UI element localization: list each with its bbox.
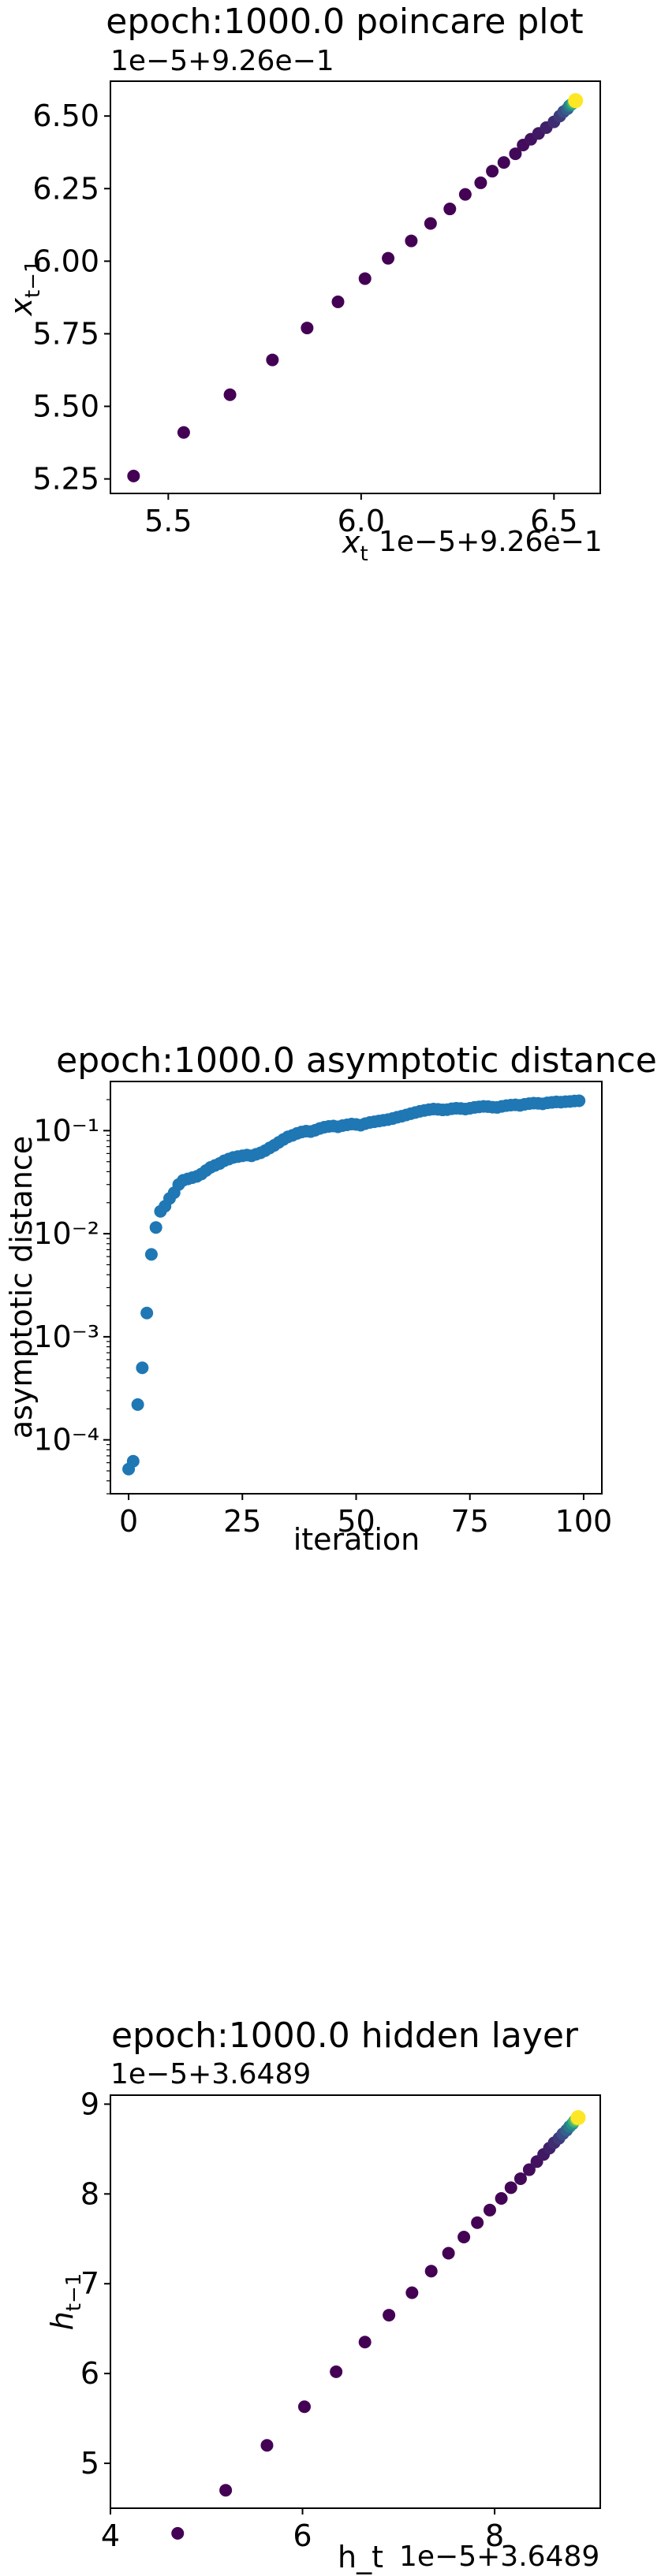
chart1-plot-area <box>110 80 601 494</box>
y-tick-label: 9 <box>80 2086 99 2121</box>
asymptotic-chart: epoch:1000.0 asymptotic distance 10⁻⁴10⁻… <box>4 1040 657 1557</box>
chart3-points <box>171 2109 586 2540</box>
chart1-points <box>127 93 584 482</box>
y-tick-label: 10⁻³ <box>33 1320 99 1354</box>
chart3-xlabel: h_t <box>338 2540 383 2574</box>
chart2-plot-area <box>110 1081 603 1495</box>
data-point <box>442 2247 455 2260</box>
chart1-x-axis: 5.5 6.0 6.5 <box>144 493 578 538</box>
data-point <box>266 353 279 367</box>
y-tick-label: 5.25 <box>32 462 99 497</box>
data-point <box>471 2216 484 2229</box>
data-point <box>513 2172 527 2185</box>
data-point <box>131 1398 144 1411</box>
data-point <box>219 2484 233 2497</box>
data-point <box>424 2265 438 2278</box>
data-point <box>424 217 437 230</box>
chart3-plot-area <box>110 2094 601 2509</box>
data-point <box>149 1221 162 1234</box>
y-tick-label: 6 <box>80 2356 99 2391</box>
chart3-y-offset: 1e−5+3.6489 <box>110 2058 311 2090</box>
data-point <box>382 251 395 265</box>
chart1-ylabel: xt−1 <box>4 259 45 316</box>
y-tick-label: 5 <box>80 2446 99 2481</box>
chart2-y-axis: 10⁻⁴ 10⁻³ 10⁻² 10⁻¹ <box>33 1099 110 1495</box>
data-point <box>383 2309 396 2322</box>
chart1-y-axis: 5.25 5.50 5.75 6.00 6.25 6.50 <box>32 99 110 497</box>
data-point <box>144 1248 158 1261</box>
data-point <box>330 2365 343 2378</box>
y-tick-label: 6.25 <box>32 171 99 206</box>
data-point <box>140 1306 154 1320</box>
chart3-y-axis: 5 6 7 8 9 <box>80 2086 110 2481</box>
chart2-points <box>122 1094 586 1476</box>
poincare-chart: epoch:1000.0 poincare plot 1e−5+9.26e−1 … <box>4 2 603 566</box>
data-point <box>126 1454 140 1468</box>
data-point <box>301 322 314 335</box>
y-tick-label: 8 <box>80 2176 99 2211</box>
hidden-layer-chart: epoch:1000.0 hidden layer 1e−5+3.6489 5 6… <box>45 2016 601 2574</box>
chart3-ylabel: ht−1 <box>45 2273 86 2331</box>
x-tick-label: 5.5 <box>144 504 192 538</box>
data-point <box>504 2181 517 2194</box>
y-tick-label: 6.50 <box>32 99 99 133</box>
data-point <box>568 93 584 109</box>
data-point <box>405 2286 419 2299</box>
data-point <box>522 2163 536 2176</box>
x-tick-label: 25 <box>223 1504 261 1539</box>
data-point <box>474 176 487 189</box>
data-point <box>443 203 457 216</box>
x-tick-label: 4 <box>101 2518 120 2553</box>
data-point <box>405 234 418 248</box>
chart3-x-axis: 4 6 8 <box>101 2508 504 2553</box>
y-tick-label: 10⁻⁴ <box>33 1423 99 1457</box>
chart1-xlabel: xt <box>342 525 368 566</box>
data-point <box>358 2336 372 2349</box>
x-tick-label: 6.5 <box>530 504 577 538</box>
chart1-y-offset: 1e−5+9.26e−1 <box>110 45 334 77</box>
x-tick-label: 6.0 <box>338 504 385 538</box>
x-tick-label: 75 <box>451 1504 489 1539</box>
x-tick-label: 6 <box>293 2518 312 2553</box>
x-tick-label: 8 <box>485 2518 504 2553</box>
data-point <box>483 2203 496 2217</box>
chart2-title: epoch:1000.0 asymptotic distance <box>56 1040 657 1081</box>
data-point <box>331 295 345 308</box>
data-point <box>177 426 190 439</box>
data-point <box>297 2400 311 2414</box>
chart3-x-offset: 1e−5+3.6489 <box>399 2541 599 2573</box>
data-point <box>509 147 522 161</box>
chart2-x-axis: 0 25 50 75 100 <box>119 1494 612 1539</box>
data-point <box>136 1361 149 1375</box>
data-point <box>171 2526 185 2540</box>
y-tick-label: 6.00 <box>32 244 99 278</box>
y-tick-label: 5.75 <box>32 316 99 351</box>
data-point <box>457 2230 471 2243</box>
x-tick-label: 100 <box>555 1504 613 1539</box>
data-point <box>486 165 499 178</box>
chart2-ylabel: asymptotic distance <box>4 1136 39 1439</box>
data-point <box>127 469 140 482</box>
data-point <box>497 156 510 169</box>
data-point <box>570 2109 586 2125</box>
y-tick-label: 10⁻² <box>33 1216 99 1251</box>
x-tick-label: 0 <box>119 1504 138 1539</box>
y-tick-label: 5.50 <box>32 389 99 424</box>
data-point <box>223 388 237 401</box>
y-tick-label: 7 <box>80 2266 99 2301</box>
chart3-title: epoch:1000.0 hidden layer <box>111 2016 579 2056</box>
y-tick-label: 10⁻¹ <box>33 1113 99 1148</box>
x-tick-label: 50 <box>337 1504 375 1539</box>
data-point <box>358 272 372 285</box>
data-point <box>573 1094 586 1107</box>
data-point <box>458 188 472 201</box>
chart1-x-offset: 1e−5+9.26e−1 <box>379 526 603 558</box>
data-point <box>260 2439 274 2452</box>
chart2-xlabel: iteration <box>293 1522 420 1557</box>
chart1-title: epoch:1000.0 poincare plot <box>106 2 583 42</box>
data-point <box>495 2192 508 2205</box>
